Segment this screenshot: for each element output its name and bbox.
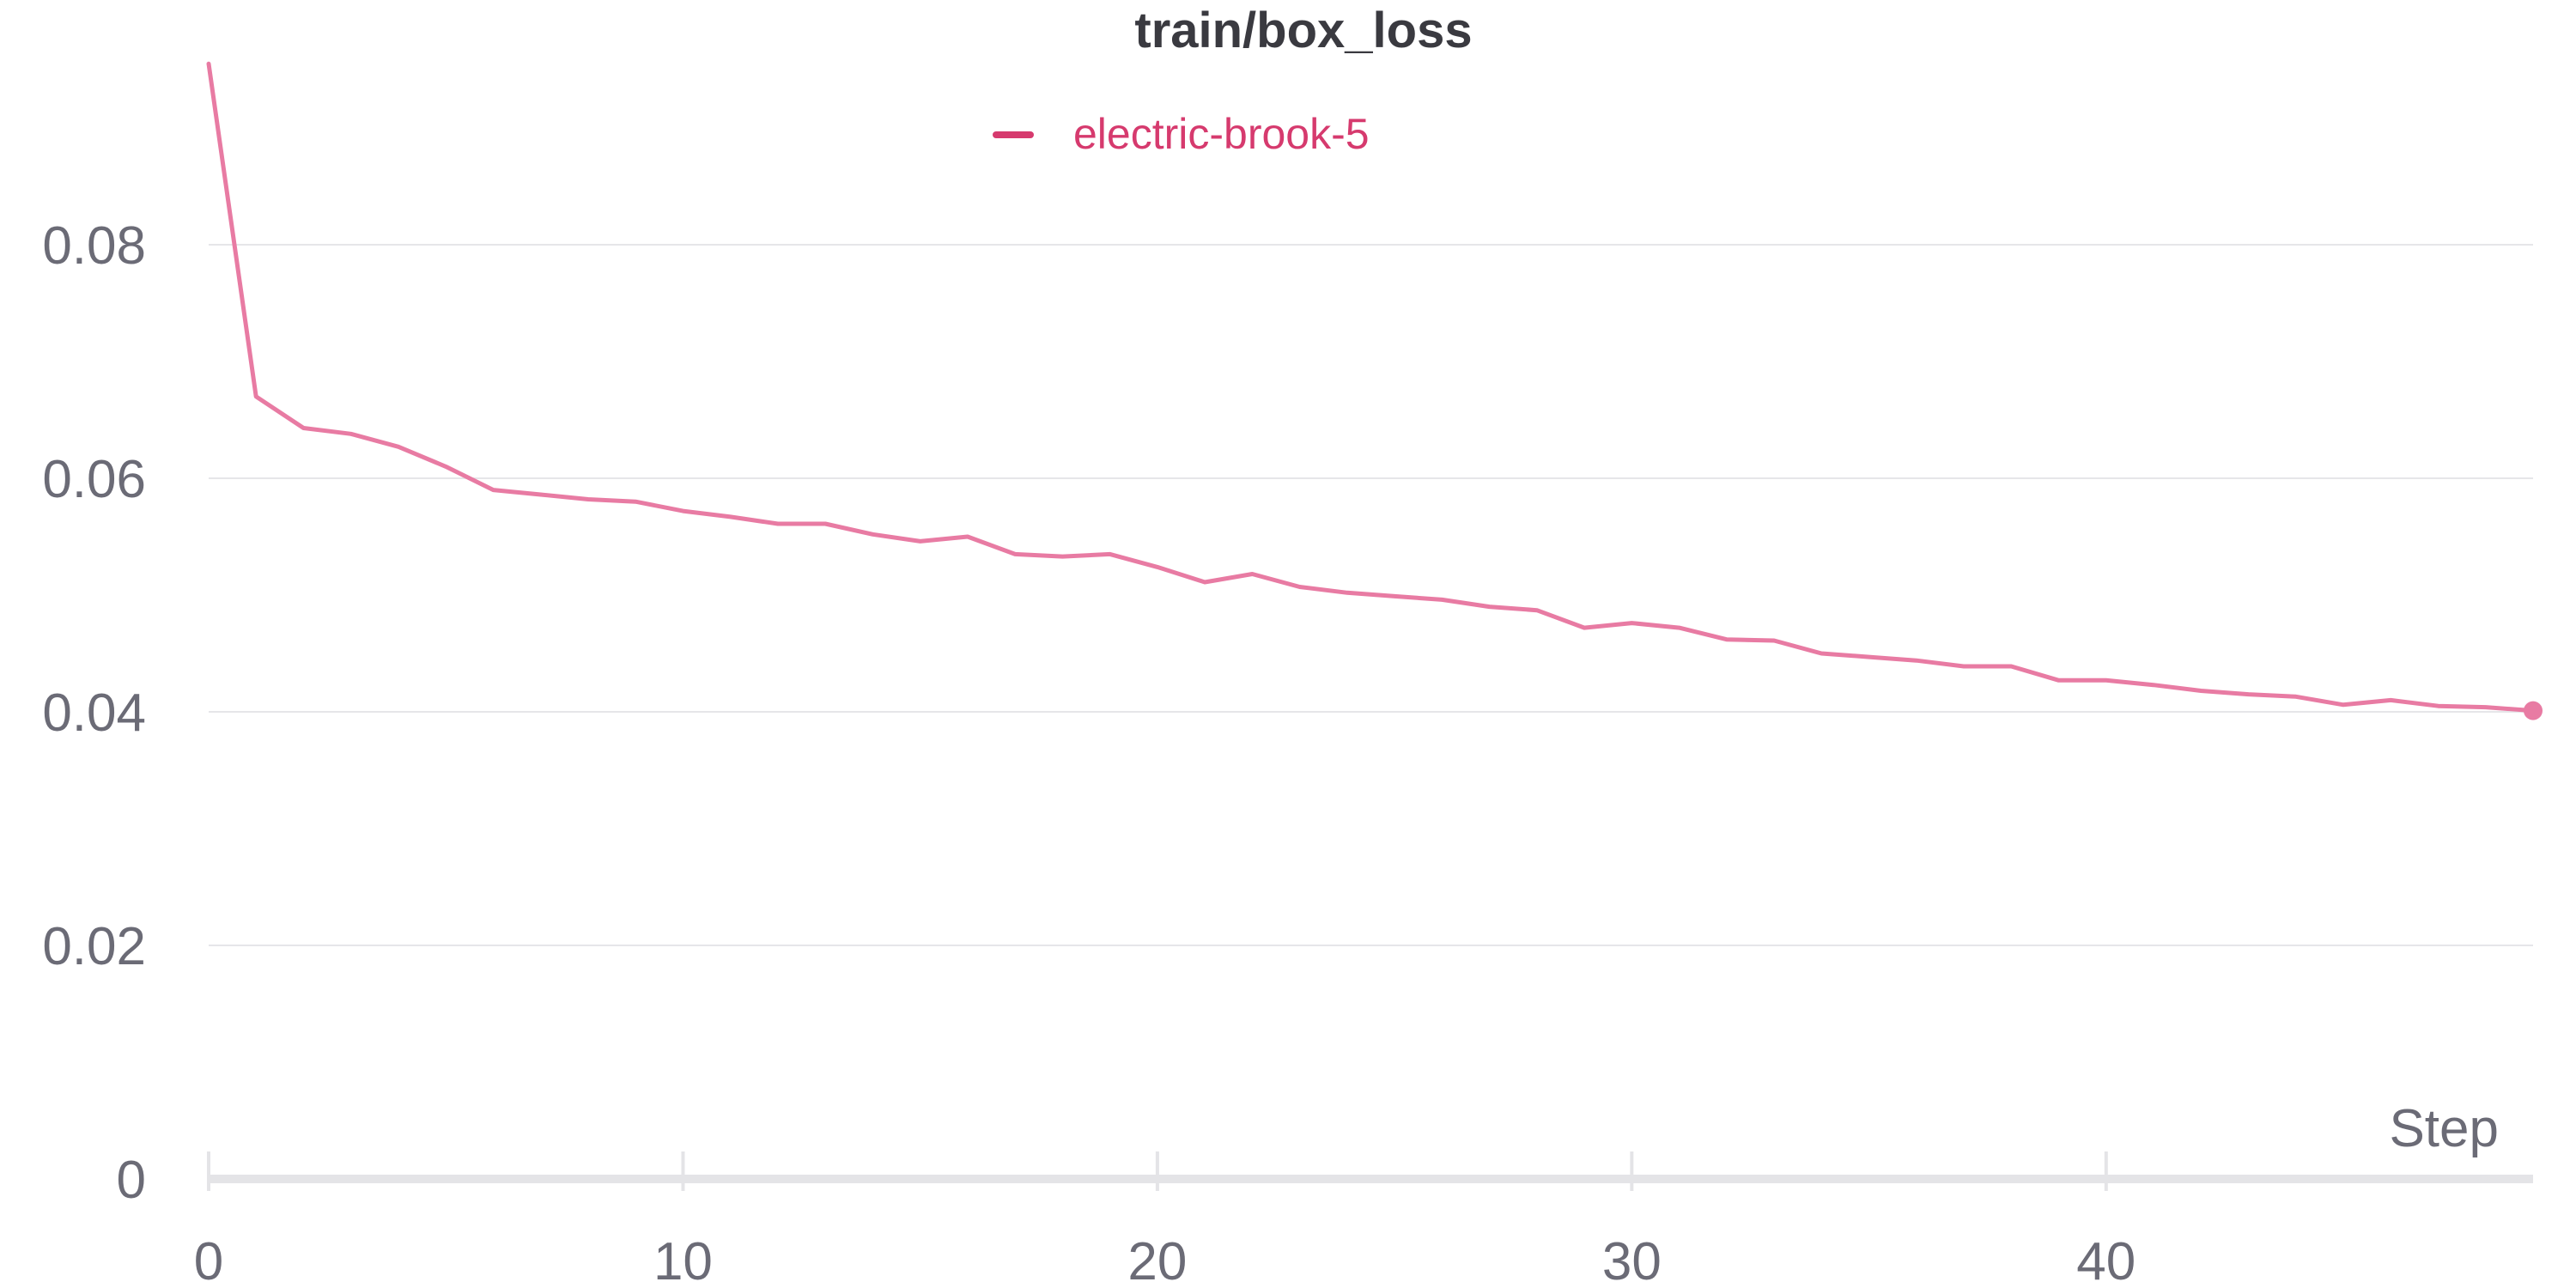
y-tick-label: 0.08	[42, 216, 146, 276]
y-tick-label: 0.06	[42, 450, 146, 509]
x-tick-label: 20	[1127, 1232, 1187, 1288]
series-line[interactable]	[206, 61, 2536, 714]
x-tick-label: 30	[1602, 1232, 1662, 1288]
y-tick-label: 0.02	[42, 917, 146, 976]
x-axis-title: Step	[2389, 1099, 2499, 1158]
x-tick-label: 0	[194, 1232, 223, 1288]
legend-label: electric-brook-5	[1073, 110, 1370, 158]
chart-title: train/box_loss	[1134, 3, 1472, 58]
series-layer[interactable]	[206, 61, 2543, 720]
y-tick-label: 0.04	[42, 683, 146, 743]
y-tick-label: 0	[117, 1151, 146, 1210]
series-endpoint-marker[interactable]	[2524, 701, 2543, 720]
x-tick-label: 40	[2076, 1232, 2136, 1288]
x-tick-label: 10	[653, 1232, 713, 1288]
grid-lines	[209, 244, 2533, 946]
legend[interactable]: electric-brook-5	[993, 110, 1370, 158]
y-axis-ticks: 0 0.02 0.04 0.06 0.08	[42, 216, 146, 1210]
x-axis: 0 10 20 30 40	[194, 1151, 2533, 1288]
